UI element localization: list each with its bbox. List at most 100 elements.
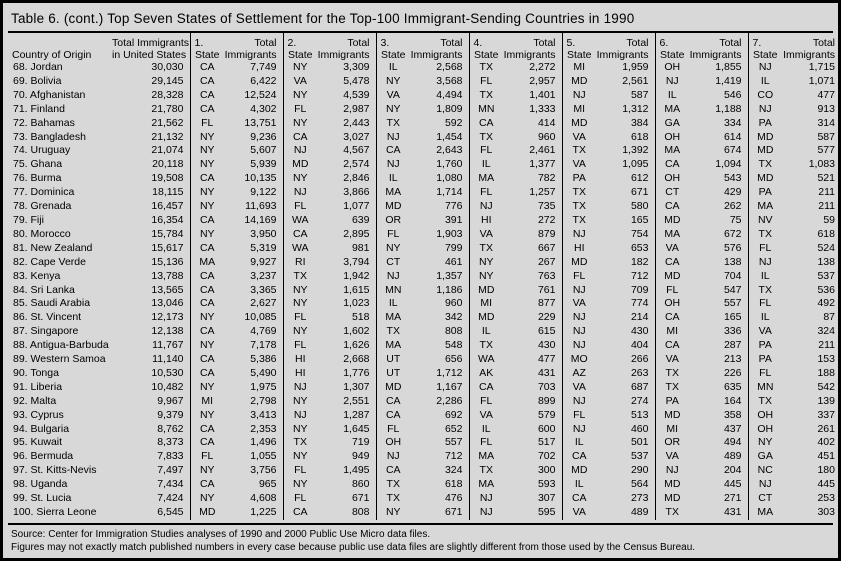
column-header-state: 3. State: [375, 33, 410, 61]
state-cell: NY: [189, 311, 224, 326]
immigrants-cell: 776: [444, 200, 463, 213]
state-cell: NJ: [282, 144, 317, 159]
state-cell: WA: [468, 353, 503, 367]
state-cell: TX: [654, 506, 689, 520]
immigrants-cell: 226: [723, 366, 742, 379]
total-label: Total: [440, 37, 463, 49]
state-cell: FL: [282, 311, 317, 326]
country-cell: 89. Western Samoa: [13, 353, 106, 366]
immigrants-cell: 712: [444, 450, 463, 463]
state-cell: NJ: [282, 186, 317, 201]
immigrants-cell: 860: [351, 478, 370, 491]
immigrants-label: Immigrants: [317, 49, 370, 61]
state-cell: NY: [189, 227, 224, 242]
total-us-cell: 7,434: [157, 478, 184, 491]
state-cell: CA: [189, 422, 224, 437]
immigrants-cell: 404: [630, 339, 649, 352]
immigrants-cell: 1,186: [436, 283, 463, 296]
table-row: 99. St. Lucia 7,424 NY 4,608 FL 671 TX 476 NJ 307…: [8, 492, 838, 506]
immigrants-cell: 429: [723, 186, 742, 199]
table-row: 100. Sierra Leone 6,545 MD 1,225 CA 808 NY 671 N…: [8, 506, 838, 520]
state-cell: NY: [282, 325, 317, 340]
column-header-state: 7. State: [747, 33, 782, 61]
immigrants-cell: 324: [817, 325, 835, 338]
immigrants-cell: 761: [537, 283, 556, 296]
state-cell: CA: [189, 325, 224, 340]
immigrants-cell: 12,524: [244, 88, 277, 101]
state-cell: MD: [282, 158, 317, 173]
state-cell: CA: [189, 172, 224, 187]
immigrants-cell: 593: [537, 478, 556, 491]
state-cell: FL: [654, 283, 689, 298]
total-us-cell: 13,788: [151, 269, 184, 282]
total-us-cell: 9,967: [157, 394, 184, 407]
state-cell: HI: [282, 353, 317, 367]
immigrants-cell: 763: [537, 269, 556, 282]
immigrants-cell: 182: [630, 255, 649, 268]
state-cell: NY: [282, 88, 317, 103]
state-cell: TX: [747, 227, 782, 242]
immigrants-cell: 782: [537, 172, 556, 185]
state-cell: NJ: [561, 325, 596, 340]
state-cell: MD: [561, 464, 596, 479]
country-cell: 100. Sierra Leone: [13, 506, 97, 518]
immigrants-cell: 430: [630, 325, 649, 338]
state-cell: MA: [654, 227, 689, 242]
table-row: 91. Liberia 10,482 NY 1,975 NJ 1,307 MD 1,167 CA…: [8, 380, 838, 395]
state-cell: OH: [747, 422, 782, 437]
total-us-cell: 10,482: [151, 380, 184, 393]
immigrants-cell: 1,357: [436, 269, 463, 282]
immigrants-cell: 229: [537, 311, 556, 324]
state-cell: CA: [189, 61, 224, 75]
table-row: 97. St. Kitts-Nevis 7,497 NY 3,756 FL 1,495 CA…: [8, 464, 838, 479]
title-divider: [8, 31, 833, 33]
state-cell: MA: [375, 311, 410, 326]
state-cell: TX: [282, 269, 317, 284]
immigrants-cell: 639: [351, 213, 370, 226]
group-rank-label: 6.: [659, 37, 669, 49]
state-cell: FL: [468, 186, 503, 201]
immigrants-cell: 324: [444, 464, 463, 477]
state-cell: NY: [468, 269, 503, 284]
country-cell: 76. Burma: [13, 172, 62, 185]
immigrants-cell: 671: [444, 506, 463, 518]
state-cell: FL: [468, 436, 503, 451]
immigrants-cell: 5,386: [250, 353, 277, 366]
immigrants-cell: 2,353: [250, 422, 277, 435]
country-cell: 90. Tonga: [13, 366, 59, 379]
immigrants-cell: 754: [630, 227, 649, 240]
state-cell: CA: [561, 450, 596, 465]
state-cell: MD: [654, 408, 689, 423]
state-cell: NY: [375, 74, 410, 89]
immigrants-cell: 445: [723, 478, 742, 491]
country-cell: 83. Kenya: [13, 269, 61, 282]
state-cell: NJ: [375, 130, 410, 145]
state-cell: UT: [375, 366, 410, 381]
table-row: 96. Bermuda 7,833 FL 1,055 NY 949 NJ 712 MA 702 CA…: [8, 450, 838, 465]
state-cell: FL: [282, 464, 317, 479]
state-cell: MD: [654, 492, 689, 506]
column-header-immigrants: Total Immigrants: [689, 33, 748, 61]
immigrants-cell: 595: [537, 506, 556, 518]
state-cell: PA: [747, 353, 782, 367]
immigrants-cell: 521: [817, 172, 835, 185]
total-us-cell: 8,762: [157, 422, 184, 435]
state-cell: FL: [747, 241, 782, 256]
group-rank-label: 2.: [287, 37, 297, 49]
total-us-cell: 16,354: [151, 213, 184, 226]
immigrants-cell: 2,895: [343, 227, 370, 240]
column-header-state: 4. State: [468, 33, 503, 61]
state-cell: VA: [375, 88, 410, 103]
immigrants-cell: 138: [817, 255, 835, 268]
country-cell: 98. Uganda: [13, 478, 68, 491]
immigrants-cell: 272: [537, 213, 556, 226]
state-cell: NY: [282, 422, 317, 437]
immigrants-cell: 2,443: [343, 116, 370, 129]
country-cell: 86. St. Vincent: [13, 311, 82, 324]
immigrants-cell: 3,365: [250, 283, 277, 296]
state-cell: PA: [747, 116, 782, 131]
state-cell: NJ: [468, 492, 503, 506]
country-cell: 69. Bolivia: [13, 74, 62, 87]
state-label: State: [380, 49, 406, 61]
total-label: Total: [812, 37, 835, 49]
